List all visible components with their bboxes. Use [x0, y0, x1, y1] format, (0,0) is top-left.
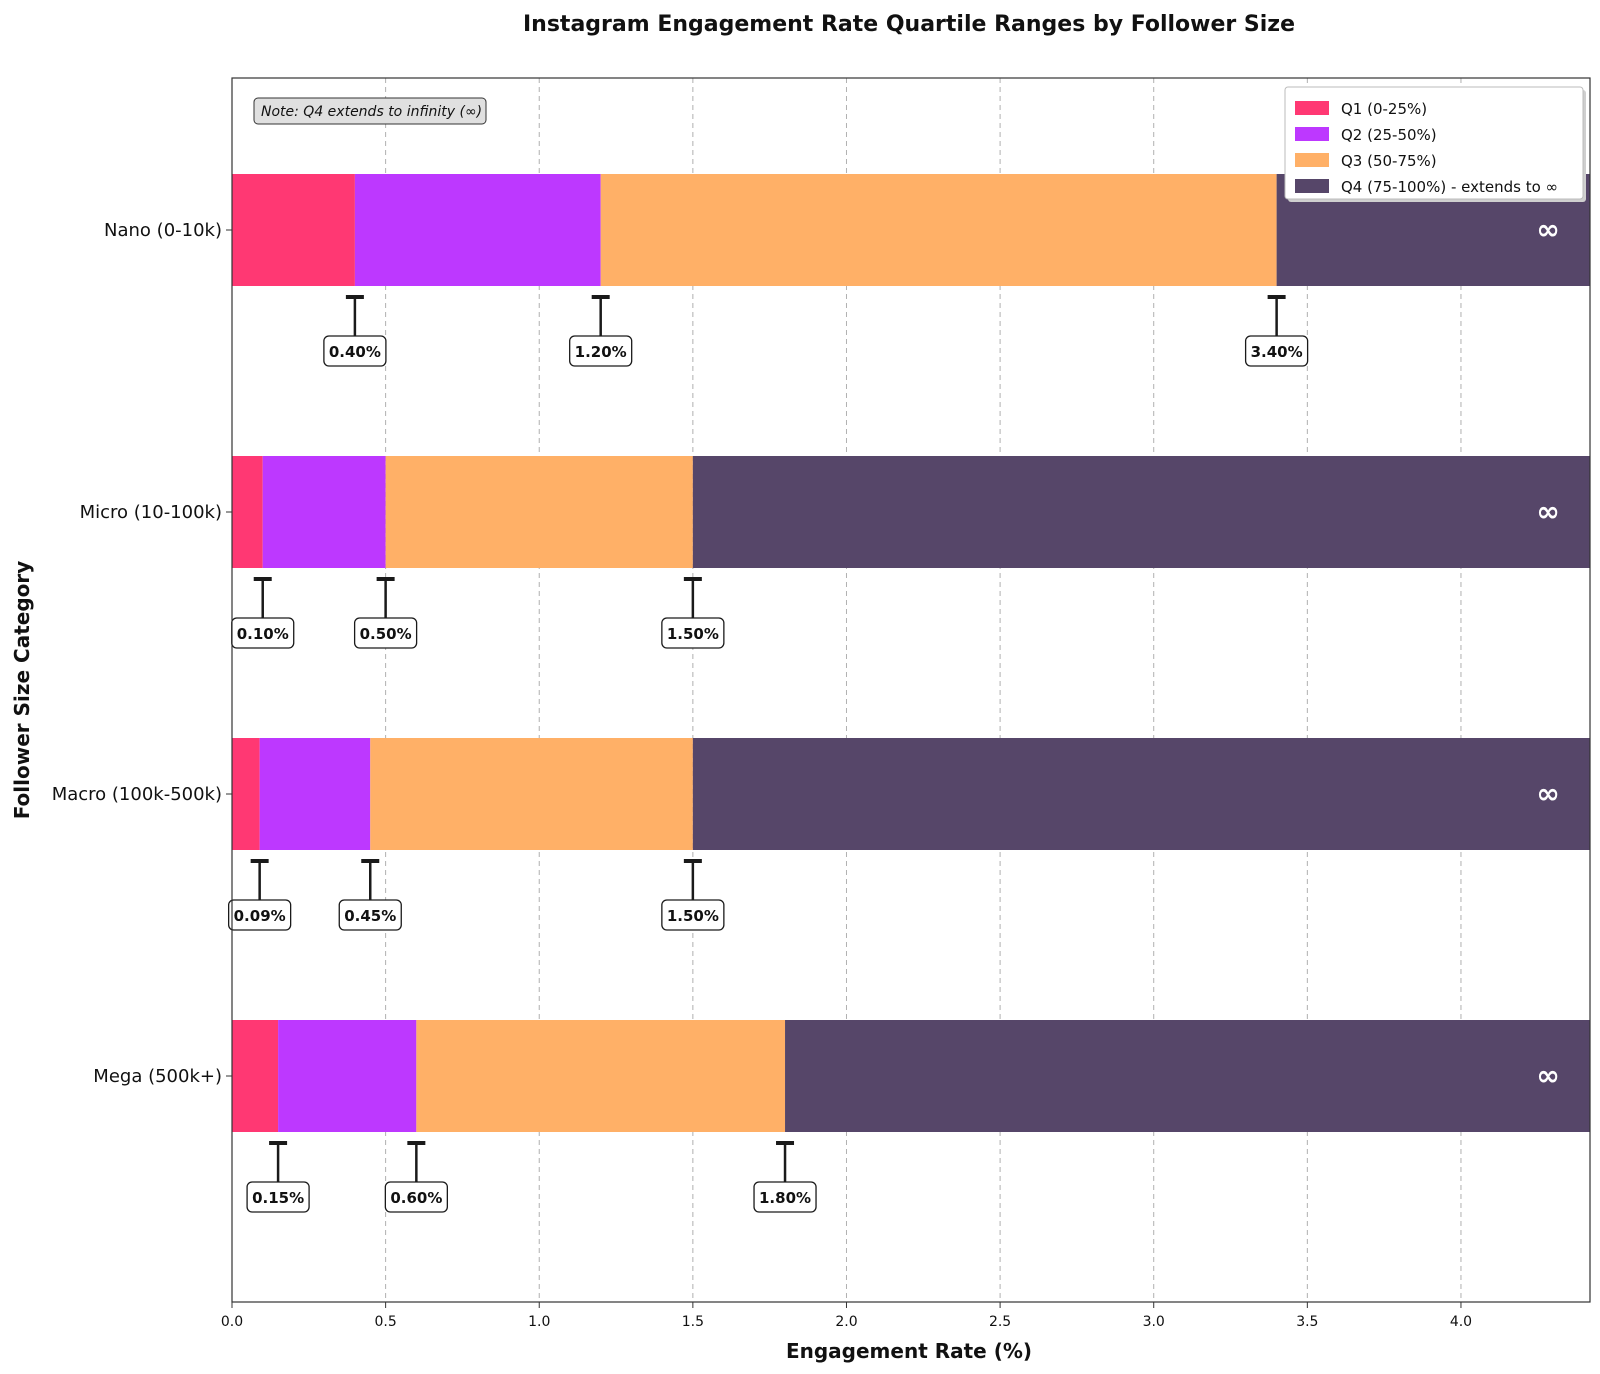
boundary-label: 1.50% — [667, 907, 719, 925]
x-tick-label: 1.5 — [682, 1314, 704, 1330]
bar-segment-q3 — [600, 174, 1277, 286]
boundary-label-box — [246, 1181, 310, 1213]
legend-swatch — [1295, 127, 1329, 141]
chart-title: Instagram Engagement Rate Quartile Range… — [523, 12, 1295, 37]
bar-segment-q1 — [232, 456, 263, 568]
bar-segment-q1 — [232, 1020, 279, 1132]
legend-label: Q4 (75-100%) - extends to ∞ — [1341, 178, 1558, 196]
boundary-label: 1.80% — [759, 1189, 811, 1207]
bar-segment-q3 — [416, 1020, 786, 1132]
x-tick-label: 2.5 — [989, 1314, 1011, 1330]
boundary-label-box — [661, 899, 725, 931]
legend-swatch — [1295, 153, 1329, 167]
infinity-symbol: ∞ — [1536, 495, 1559, 528]
y-tick-label: Mega (500k+) — [93, 1066, 222, 1087]
boundary-label: 0.60% — [390, 1189, 442, 1207]
x-tick-label: 1.0 — [528, 1314, 550, 1330]
note-annotation: Note: Q4 extends to infinity (∞) — [253, 97, 487, 125]
boundary-label: 0.45% — [344, 907, 396, 925]
boundary-label: 0.50% — [360, 625, 412, 643]
boundary-label-box — [323, 335, 387, 367]
boundary-label-box — [753, 1181, 817, 1213]
boundary-label: 1.20% — [575, 343, 627, 361]
legend-swatch — [1295, 179, 1329, 193]
x-tick-label: 4.0 — [1450, 1314, 1472, 1330]
bar-segment-q1 — [232, 174, 355, 286]
y-tick-label: Micro (10-100k) — [80, 502, 222, 523]
note-text: Note: Q4 extends to infinity (∞) — [261, 104, 482, 120]
boundary-label-box — [338, 899, 402, 931]
y-tick-label: Nano (0-10k) — [104, 220, 222, 241]
bar-segment-q4 — [692, 738, 1590, 850]
bar-segment-q4 — [692, 456, 1590, 568]
boundary-label: 1.50% — [667, 625, 719, 643]
legend: Q1 (0-25%) Q2 (25-50%) Q3 (50-75%) Q4 (75-1… — [1284, 86, 1586, 202]
x-tick-label: 0.5 — [374, 1314, 396, 1330]
bar-segment-q1 — [232, 738, 260, 850]
bar-segment-q2 — [278, 1020, 417, 1132]
boundary-label: 0.09% — [234, 907, 286, 925]
legend-label: Q1 (0-25%) — [1341, 100, 1427, 118]
boundary-label-box — [1244, 335, 1309, 367]
x-tick-label: 2.0 — [835, 1314, 857, 1330]
boundary-label-box — [228, 899, 292, 931]
boundary-label: 0.10% — [237, 625, 289, 643]
legend-swatch — [1295, 101, 1329, 115]
infinity-symbol: ∞ — [1536, 1059, 1559, 1092]
boundary-label-box — [384, 1181, 448, 1213]
bar-segment-q4 — [785, 1020, 1590, 1132]
infinity-symbol: ∞ — [1536, 213, 1559, 246]
y-axis-label: Follower Size Category — [10, 561, 34, 820]
legend-box — [1284, 86, 1584, 200]
infinity-symbol: ∞ — [1536, 777, 1559, 810]
boundary-label-box — [353, 617, 418, 649]
y-tick-label: Macro (100k-500k) — [52, 784, 222, 805]
boundary-label: 0.15% — [252, 1189, 304, 1207]
bar-segment-q2 — [354, 174, 601, 286]
legend-label: Q2 (25-50%) — [1341, 126, 1437, 144]
x-tick-label: 0.0 — [221, 1314, 243, 1330]
legend-label: Q3 (50-75%) — [1341, 152, 1437, 170]
boundary-label: 3.40% — [1251, 343, 1303, 361]
boundary-label: 0.40% — [329, 343, 381, 361]
x-tick-label: 3.5 — [1296, 1314, 1318, 1330]
plot-area: ∞ 0.40% 1.20% 3.40% Nano (0-10k) ∞ 0.10% 0.50% 1… — [52, 77, 1591, 1330]
boundary-label-box — [661, 617, 725, 649]
bar-segment-q3 — [385, 456, 693, 568]
bar-segment-q2 — [259, 738, 371, 850]
bar-segment-q3 — [370, 738, 693, 850]
bar-segment-q2 — [262, 456, 386, 568]
note-box — [253, 97, 487, 125]
boundary-label-box — [569, 335, 633, 367]
axes-frame — [231, 77, 1591, 1303]
x-axis-label: Engagement Rate (%) — [786, 1339, 1032, 1363]
x-tick-label: 3.0 — [1143, 1314, 1165, 1330]
